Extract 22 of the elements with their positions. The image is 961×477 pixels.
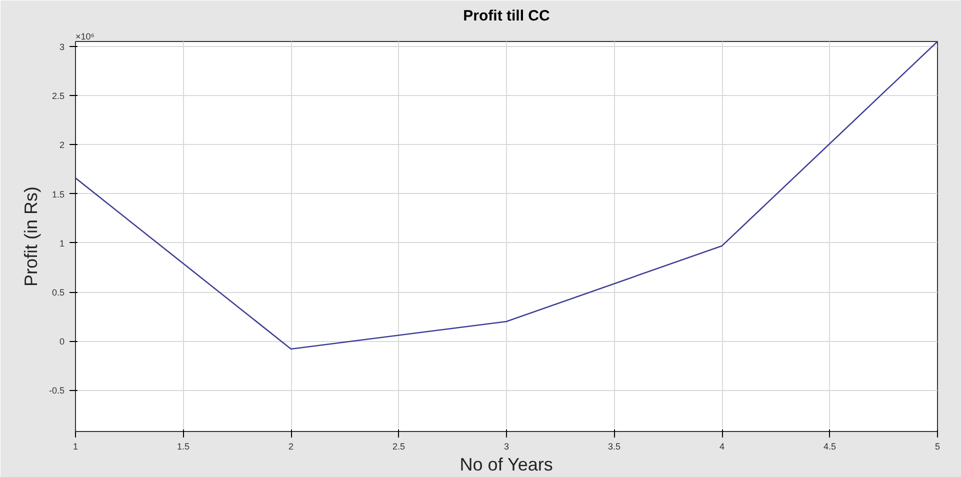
y-tick-label: 0 <box>59 336 65 347</box>
x-tick-label: 3 <box>504 442 510 452</box>
y-tick-label: 2.5 <box>52 91 65 102</box>
x-tick-label: 1 <box>72 442 78 452</box>
x-tick-label: 1.5 <box>176 442 190 452</box>
y-tick-label: 1.5 <box>52 189 65 200</box>
x-tick-label: 3.5 <box>608 442 621 452</box>
y-tick-label: 3 <box>59 42 65 52</box>
chart-title: Profit till CC <box>463 8 550 24</box>
x-tick-label: 5 <box>934 442 940 452</box>
y-tick-label: 1 <box>59 238 65 248</box>
x-axis-title: No of Years <box>460 454 553 474</box>
x-tick-label: 2 <box>288 442 294 452</box>
y-tick-label: 2 <box>59 140 65 150</box>
y-tick-label: 0.5 <box>52 288 65 298</box>
y-tick-label: -0.5 <box>48 386 65 396</box>
x-tick-label: 4 <box>719 442 725 452</box>
line-series <box>76 42 938 350</box>
y-axis-title: Profit (in Rs) <box>20 186 41 287</box>
x-tick-label: 4.5 <box>823 442 836 452</box>
annotation: ×10⁶ <box>76 32 95 42</box>
x-tick-label: 2.5 <box>392 442 406 452</box>
